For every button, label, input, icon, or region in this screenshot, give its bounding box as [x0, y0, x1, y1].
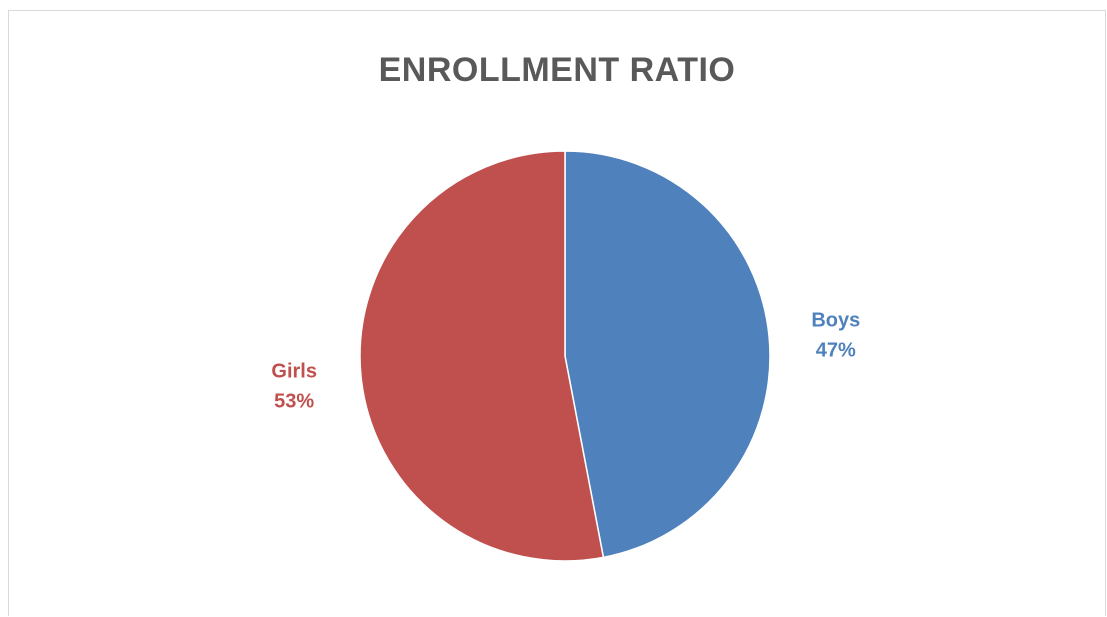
slice-category-label: Girls — [271, 361, 317, 383]
slice-percent-label: 53% — [274, 391, 314, 413]
pie-slices — [359, 150, 771, 562]
pie-slice-girls — [359, 150, 605, 562]
chart-title: ENROLLMENT RATIO — [378, 51, 736, 89]
slice-category-label: Boys — [811, 309, 860, 331]
pie-labels: Boys 47% Girls 53% — [271, 309, 860, 412]
slice-percent-label: 47% — [816, 339, 856, 361]
pie-slice-boys — [564, 150, 771, 559]
